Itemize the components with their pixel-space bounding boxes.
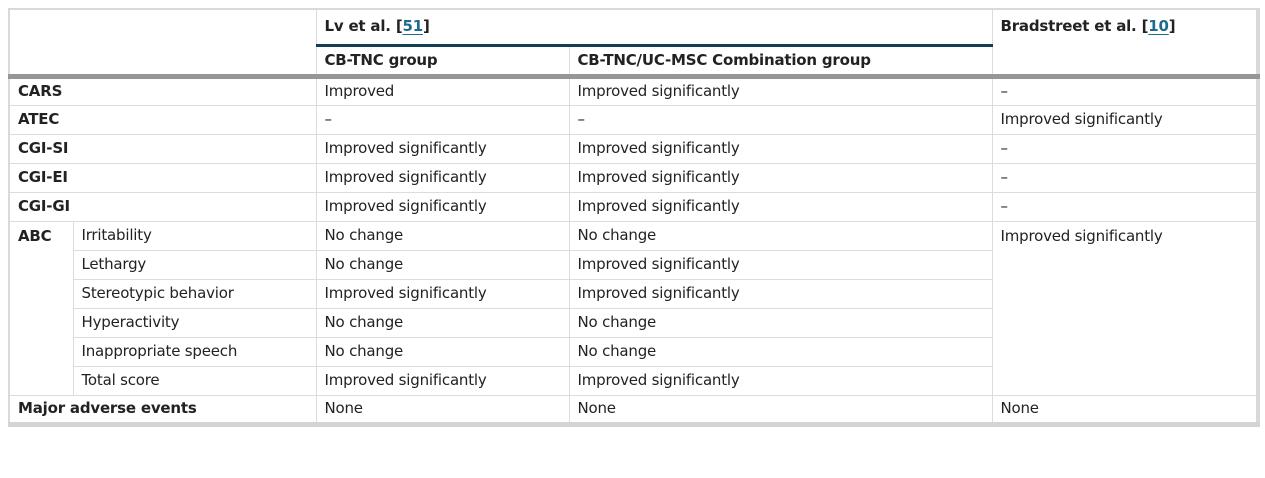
empty-header-cell (8, 8, 317, 79)
group-header-cbtnc: CB-TNC group (315, 44, 570, 79)
citation-bracket-close: ] (422, 17, 430, 35)
table-row-abc-hyperactivity: Hyperactivity No change No change (9, 307, 1258, 338)
cell-cgi-si-cbtnc: Improved significantly (315, 133, 570, 164)
table-row-abc-total: Total score Improved significantly Impro… (9, 365, 1258, 396)
cell-cars-cbtnc: Improved (315, 75, 570, 106)
cell-atec-bradstreet: Improved significantly (991, 104, 1259, 135)
outcomes-table-container: Lv et al. [51] Bradstreet et al. [10] CB… (8, 8, 1260, 427)
cell-cars-combo: Improved significantly (568, 75, 993, 106)
row-label-cgi-si: CGI-SI (8, 133, 317, 164)
cell-cars-bradstreet: – (991, 75, 1259, 106)
header-row-groups: CB-TNC group CB-TNC/UC-MSC Combination g… (9, 44, 1258, 79)
citation-bracket-open: [ (1141, 17, 1149, 35)
sub-label-inappropriate-speech: Inappropriate speech (72, 336, 317, 367)
study-outcomes-table: Lv et al. [51] Bradstreet et al. [10] CB… (8, 8, 1260, 427)
group-header-combination: CB-TNC/UC-MSC Combination group (568, 44, 993, 79)
cell-irritability-cbtnc: No change (315, 220, 570, 251)
cell-cgi-ei-cbtnc: Improved significantly (315, 162, 570, 193)
cell-cgi-si-combo: Improved significantly (568, 133, 993, 164)
sub-label-lethargy: Lethargy (72, 249, 317, 280)
cell-abc-bradstreet: Improved significantly (991, 220, 1259, 396)
cell-cgi-si-bradstreet: – (991, 133, 1259, 164)
table-row-abc-stereotypic: Stereotypic behavior Improved significan… (9, 278, 1258, 309)
row-label-abc: ABC (8, 220, 74, 396)
row-label-cgi-gi: CGI-GI (8, 191, 317, 222)
sub-label-stereotypic: Stereotypic behavior (72, 278, 317, 309)
cell-atec-cbtnc: – (315, 104, 570, 135)
row-label-adverse-events: Major adverse events (8, 394, 317, 425)
cell-cgi-gi-bradstreet: – (991, 191, 1259, 222)
study-name-lv: Lv et al. (324, 17, 391, 35)
citation-bracket-open: [ (395, 17, 403, 35)
table-row-cars: CARS Improved Improved significantly – (8, 75, 1259, 106)
cell-atec-combo: – (568, 104, 993, 135)
cell-cgi-gi-combo: Improved significantly (568, 191, 993, 222)
row-label-cars: CARS (8, 75, 317, 106)
table-row-adverse-events: Major adverse events None None None (8, 394, 1259, 425)
sub-label-total-score: Total score (72, 365, 317, 396)
cell-total-cbtnc: Improved significantly (315, 365, 570, 396)
cell-lethargy-cbtnc: No change (315, 249, 570, 280)
cell-stereotypic-cbtnc: Improved significantly (315, 278, 570, 309)
cell-adverse-combo: None (568, 394, 993, 425)
row-label-atec: ATEC (8, 104, 317, 135)
header-row-studies: Lv et al. [51] Bradstreet et al. [10] (8, 8, 1259, 79)
cell-cgi-gi-cbtnc: Improved significantly (315, 191, 570, 222)
table-row-cgi-gi: CGI-GI Improved significantly Improved s… (8, 191, 1259, 222)
table-row-cgi-ei: CGI-EI Improved significantly Improved s… (8, 162, 1259, 193)
sub-label-hyperactivity: Hyperactivity (72, 307, 317, 338)
cell-adverse-cbtnc: None (315, 394, 570, 425)
cell-speech-combo: No change (568, 336, 993, 367)
row-label-cgi-ei: CGI-EI (8, 162, 317, 193)
cell-cgi-ei-bradstreet: – (991, 162, 1259, 193)
cell-cgi-ei-combo: Improved significantly (568, 162, 993, 193)
cell-stereotypic-combo: Improved significantly (568, 278, 993, 309)
cell-total-combo: Improved significantly (568, 365, 993, 396)
table-row-abc-speech: Inappropriate speech No change No change (9, 336, 1258, 367)
study-header-bradstreet: Bradstreet et al. [10] (991, 8, 1259, 79)
cell-hyperactivity-cbtnc: No change (315, 307, 570, 338)
study-header-lv: Lv et al. [51] (315, 8, 993, 47)
study-name-bradstreet: Bradstreet et al. (1000, 17, 1137, 35)
cell-speech-cbtnc: No change (315, 336, 570, 367)
table-row-cgi-si: CGI-SI Improved significantly Improved s… (8, 133, 1259, 164)
cell-adverse-bradstreet: None (991, 394, 1259, 425)
cell-irritability-combo: No change (568, 220, 993, 251)
cell-lethargy-combo: Improved significantly (568, 249, 993, 280)
citation-link-51[interactable]: 51 (402, 17, 423, 35)
citation-bracket-close: ] (1168, 17, 1176, 35)
citation-link-10[interactable]: 10 (1148, 17, 1169, 35)
cell-hyperactivity-combo: No change (568, 307, 993, 338)
table-row-atec: ATEC – – Improved significantly (8, 104, 1259, 135)
sub-label-irritability: Irritability (72, 220, 317, 251)
table-row-abc-irritability: ABC Irritability No change No change Imp… (8, 220, 1259, 396)
